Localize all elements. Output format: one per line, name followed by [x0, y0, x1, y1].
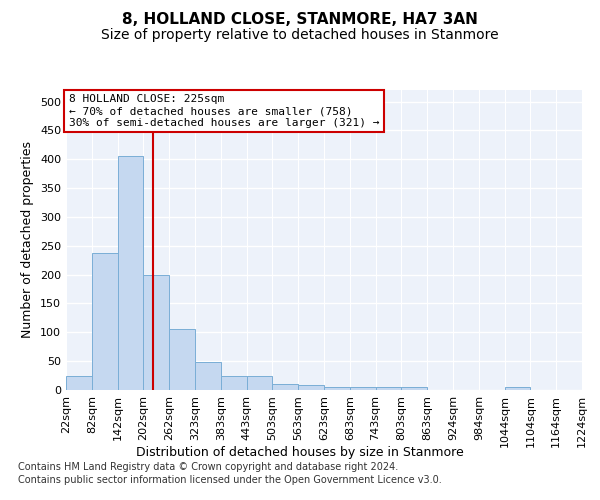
Text: Contains HM Land Registry data © Crown copyright and database right 2024.: Contains HM Land Registry data © Crown c… [18, 462, 398, 472]
Bar [66, 376, 92, 390]
Bar [92, 254, 118, 390]
Bar [118, 156, 143, 390]
Bar [247, 376, 272, 390]
Bar [324, 386, 350, 390]
Text: Distribution of detached houses by size in Stanmore: Distribution of detached houses by size … [136, 446, 464, 459]
Text: 8, HOLLAND CLOSE, STANMORE, HA7 3AN: 8, HOLLAND CLOSE, STANMORE, HA7 3AN [122, 12, 478, 28]
Text: Size of property relative to detached houses in Stanmore: Size of property relative to detached ho… [101, 28, 499, 42]
Bar [143, 274, 169, 390]
Bar [505, 387, 530, 390]
Bar [298, 386, 324, 390]
Bar [272, 384, 298, 390]
Bar [195, 362, 221, 390]
Text: 8 HOLLAND CLOSE: 225sqm
← 70% of detached houses are smaller (758)
30% of semi-d: 8 HOLLAND CLOSE: 225sqm ← 70% of detache… [68, 94, 379, 128]
Y-axis label: Number of detached properties: Number of detached properties [22, 142, 34, 338]
Bar [350, 386, 376, 390]
Bar [376, 386, 401, 390]
Bar [221, 376, 247, 390]
Bar [169, 329, 195, 390]
Text: Contains public sector information licensed under the Open Government Licence v3: Contains public sector information licen… [18, 475, 442, 485]
Bar [401, 387, 427, 390]
